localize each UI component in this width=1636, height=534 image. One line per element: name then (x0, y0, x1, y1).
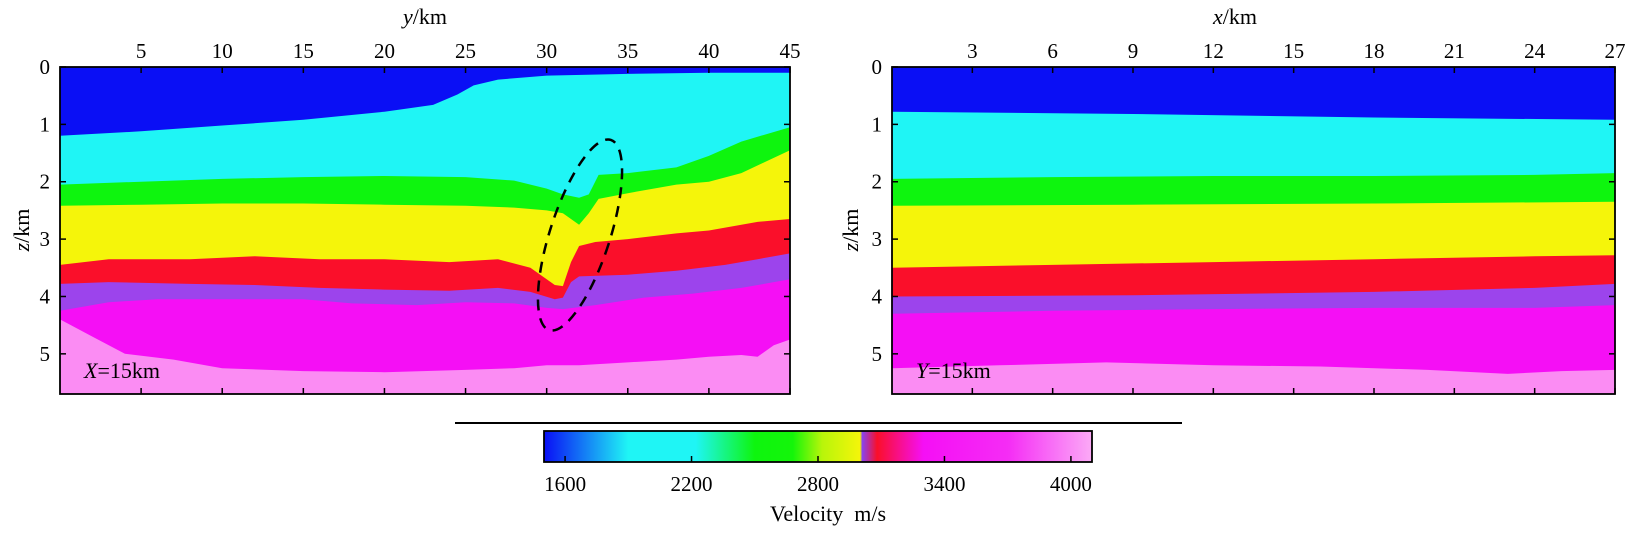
right-x-tick-label: 15 (1283, 39, 1304, 63)
left-x-tick-label: 15 (293, 39, 314, 63)
colorbar-tick-label: 3400 (923, 472, 965, 496)
right-y-tick-label: 3 (872, 227, 883, 251)
right-x-tick-label: 21 (1444, 39, 1465, 63)
right-y-tick-label: 0 (872, 55, 883, 79)
left-x-tick-label: 25 (455, 39, 476, 63)
right-x-axis-title: x/km (1212, 4, 1257, 29)
right-panel-annotation: Y=15km (916, 358, 991, 383)
left-y-tick-label: 1 (40, 112, 51, 136)
left-x-axis-title: y/km (401, 4, 447, 29)
right-y-axis-title: z/km (838, 209, 863, 253)
right-y-ticks: 0 1 2 3 4 5 (872, 55, 1615, 366)
fault-highlight-ellipse (536, 138, 624, 332)
right-x-tick-label: 3 (967, 39, 978, 63)
left-panel-annotation: X=15km (83, 358, 160, 383)
colorbar-tick-label: 1600 (544, 472, 586, 496)
left-y-tick-label: 2 (40, 170, 51, 194)
right-x-ticks: 3 6 9 12 15 18 21 24 27 (967, 39, 1626, 394)
right-y-tick-label: 4 (872, 284, 883, 308)
left-x-tick-label: 45 (780, 39, 801, 63)
left-y-tick-label: 5 (40, 342, 51, 366)
left-x-tick-label: 10 (212, 39, 233, 63)
right-x-tick-label: 6 (1047, 39, 1058, 63)
right-x-tick-label: 27 (1605, 39, 1626, 63)
right-x-tick-label: 24 (1524, 39, 1546, 63)
left-x-tick-label: 20 (374, 39, 395, 63)
right-y-tick-label: 5 (872, 342, 883, 366)
colorbar-ticks: 1600 2200 2800 3400 4000 (544, 456, 1092, 496)
right-y-tick-label: 1 (872, 112, 883, 136)
right-layer-3900 (892, 362, 1615, 394)
left-x-ticks: 5 10 15 20 25 30 35 40 45 (136, 39, 801, 394)
left-layer-3900 (60, 319, 790, 394)
right-y-tick-label: 2 (872, 170, 883, 194)
right-x-tick-label: 18 (1364, 39, 1385, 63)
left-y-ticks: 0 1 2 3 4 5 (40, 55, 790, 366)
right-velocity-layers (892, 67, 1615, 394)
colorbar-tick-label: 4000 (1050, 472, 1092, 496)
left-y-tick-label: 3 (40, 227, 51, 251)
left-x-tick-label: 40 (698, 39, 719, 63)
left-plot-frame (59, 66, 791, 395)
left-velocity-layers (60, 67, 790, 394)
left-x-tick-label: 5 (136, 39, 147, 63)
right-x-tick-label: 12 (1203, 39, 1224, 63)
left-x-tick-label: 35 (617, 39, 638, 63)
left-y-axis-title: z/km (9, 209, 34, 253)
right-x-tick-label: 9 (1128, 39, 1139, 63)
left-y-tick-label: 0 (40, 55, 51, 79)
colorbar: 1600 2200 2800 3400 4000 Velocity m/s (455, 422, 1182, 526)
colorbar-tick-label: 2800 (797, 472, 839, 496)
right-plot-frame (891, 66, 1616, 395)
left-x-tick-label: 30 (536, 39, 557, 63)
left-y-tick-label: 4 (40, 284, 51, 308)
colorbar-tick-label: 2200 (671, 472, 713, 496)
colorbar-title: Velocity m/s (770, 501, 886, 526)
